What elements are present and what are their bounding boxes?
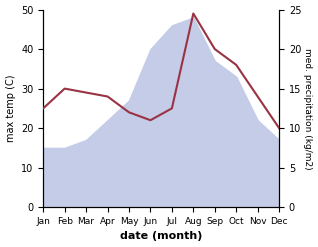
Y-axis label: max temp (C): max temp (C) xyxy=(5,75,16,142)
Y-axis label: med. precipitation (kg/m2): med. precipitation (kg/m2) xyxy=(303,48,313,169)
X-axis label: date (month): date (month) xyxy=(120,231,202,242)
